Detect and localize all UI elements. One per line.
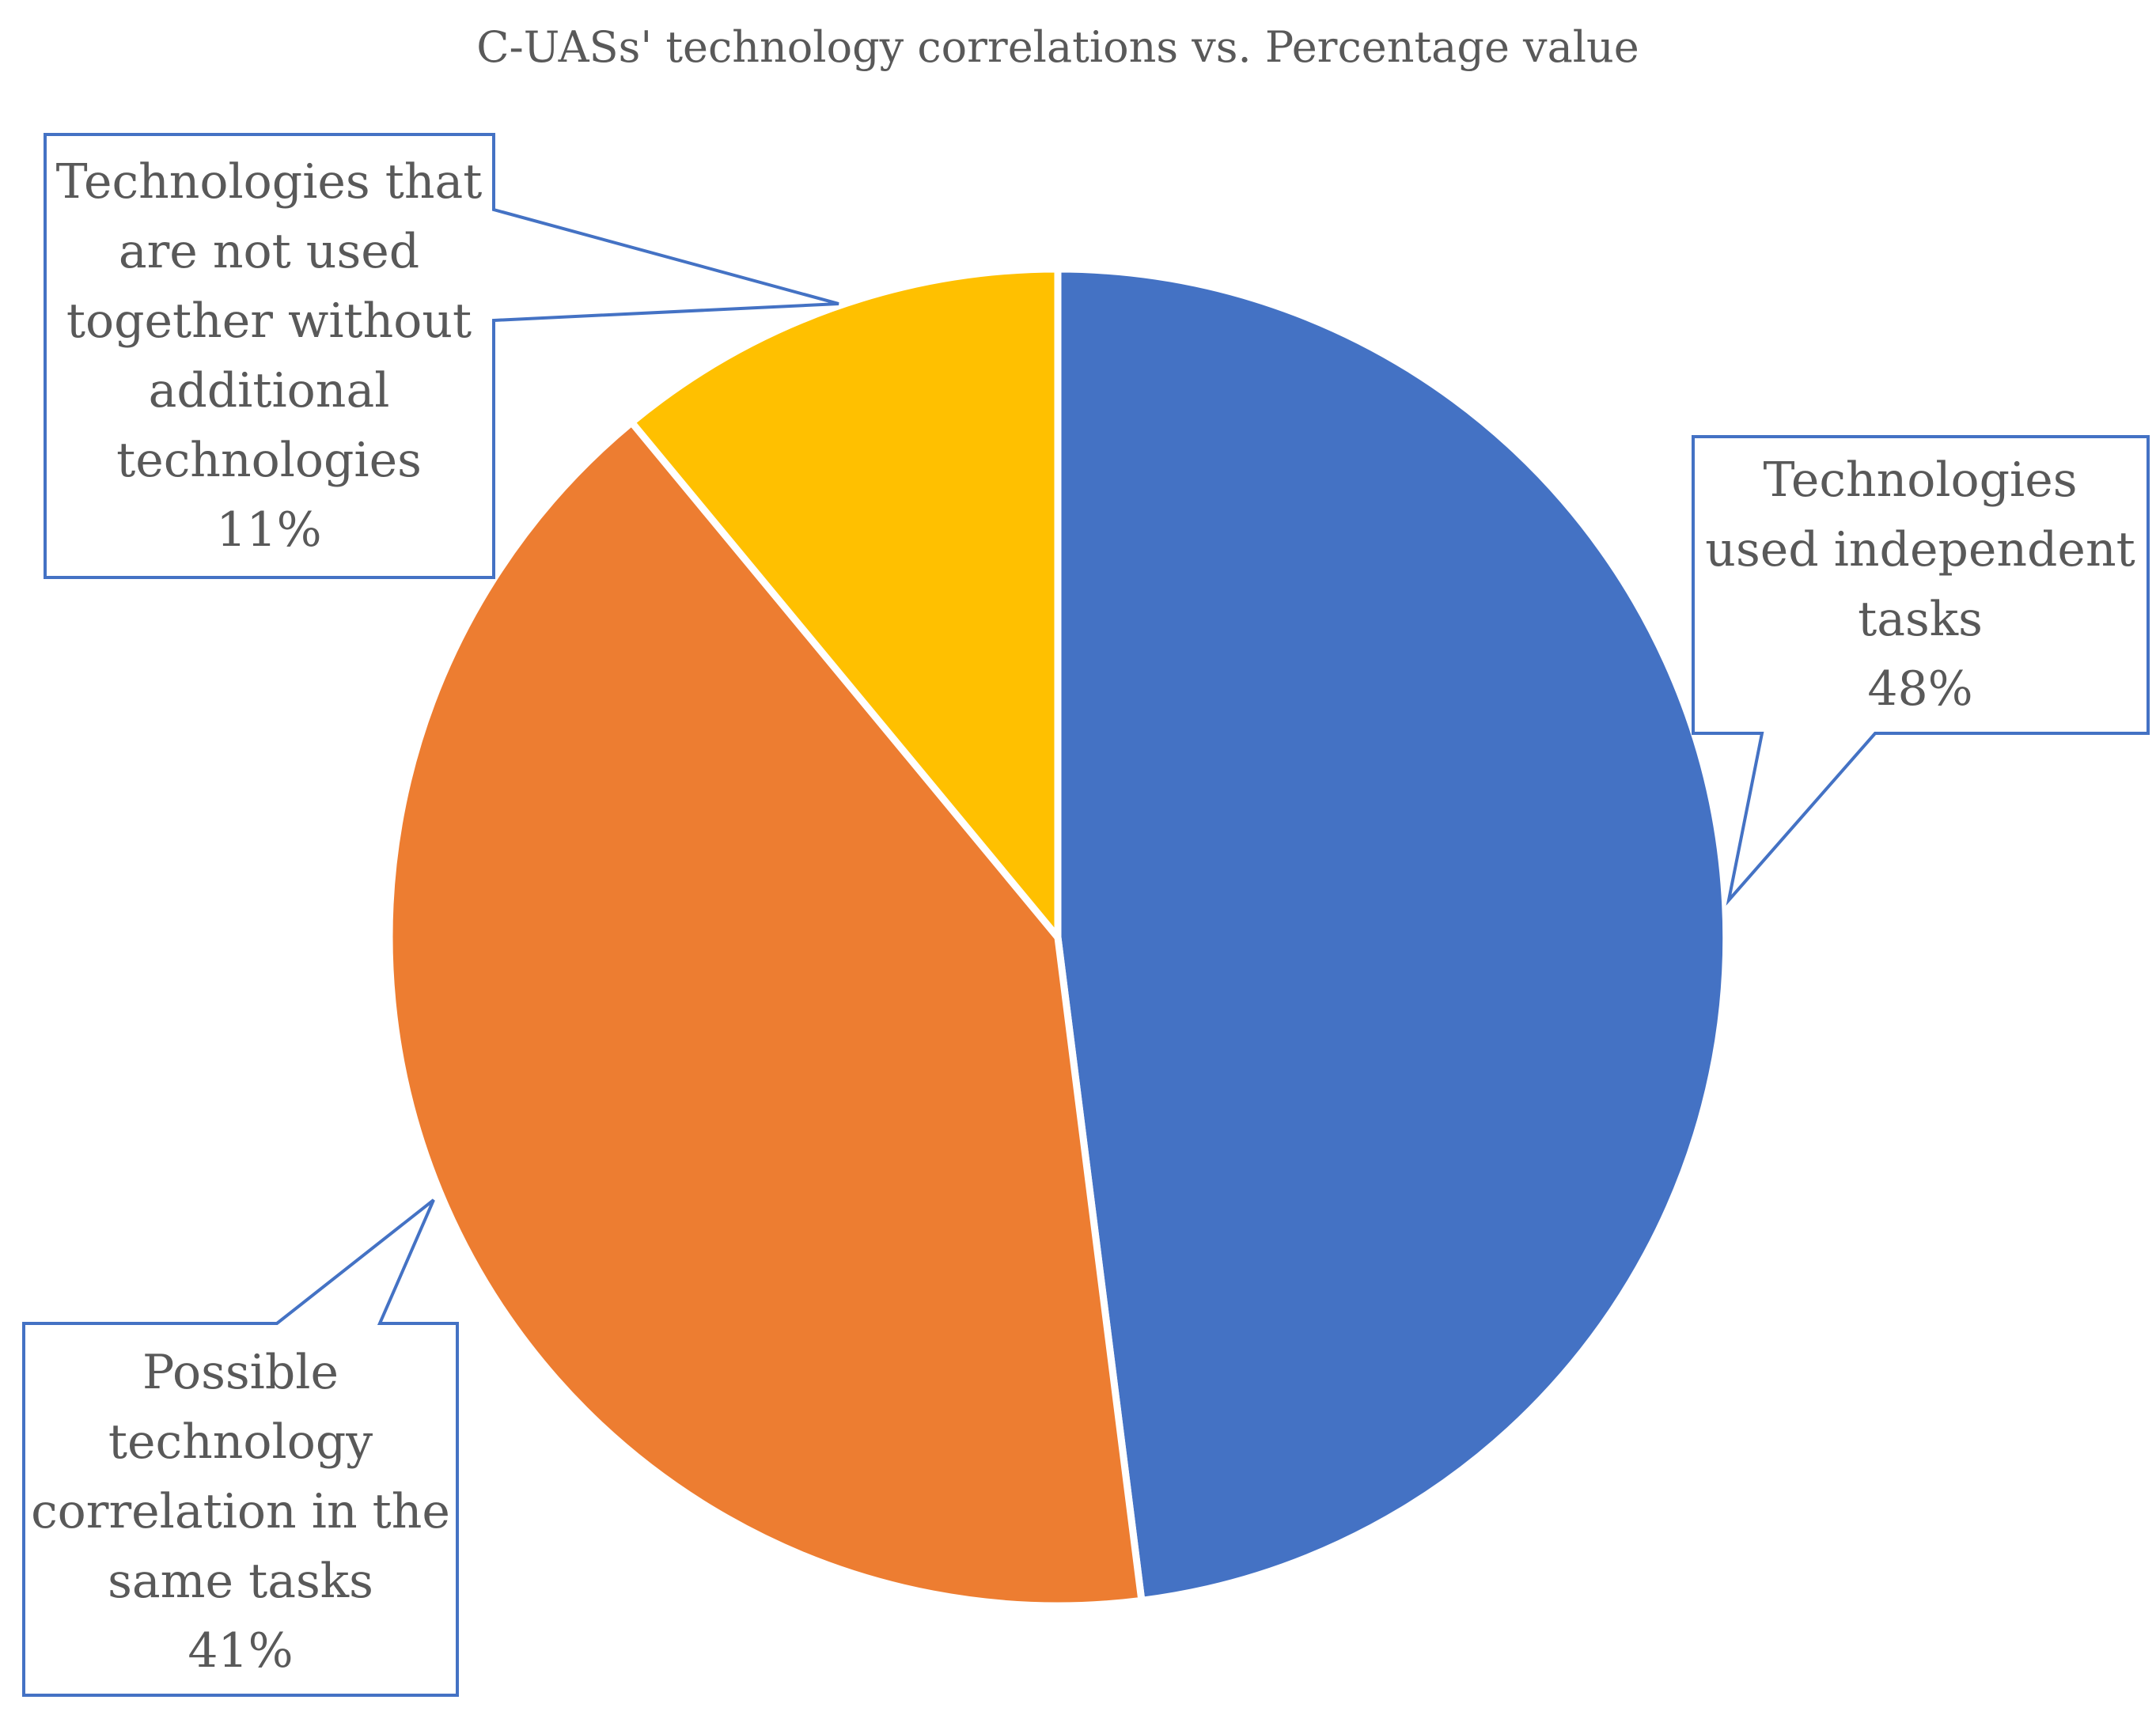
callout-box (44, 133, 839, 579)
callout-possible-correlation: Possible technology correlation in the same… (22, 1198, 459, 1697)
data-label-category-line: Technologies (1763, 452, 2077, 508)
chart-title: C-UASs' technology correlations vs. Perc… (476, 22, 1639, 72)
data-label-category-line: additional (149, 363, 390, 418)
callout-box (22, 1198, 459, 1697)
data-label-category-line: are not used (119, 224, 419, 279)
data-label-category-line: correlation in the (31, 1484, 450, 1539)
data-label-category-line: used independent (1705, 522, 2135, 577)
slice-possible-correlation (385, 418, 1146, 1610)
data-label-value: 41% (188, 1623, 293, 1679)
slice-technologies-independent (1054, 265, 1730, 1604)
data-label-category-line: Possible (142, 1345, 339, 1400)
data-label-category-line: tasks (1858, 592, 1983, 647)
callout-not-used-together: Technologies that are not used together wi… (44, 133, 839, 579)
data-label-callouts: Technologies used independent tasks 48% Poss… (22, 133, 2150, 1697)
callout-technologies-independent: Technologies used independent tasks 48% (1692, 435, 2150, 906)
data-label-value: 48% (1867, 661, 1972, 717)
pie-slices (385, 265, 1730, 1610)
callout-box (1692, 435, 2150, 906)
slice-not-used-together (627, 265, 1062, 941)
data-label-value: 11% (216, 502, 321, 558)
data-label-category-line: technologies (116, 433, 422, 488)
data-label-category-line: same tasks (108, 1554, 373, 1609)
data-label-category-line: Technologies that (56, 154, 483, 210)
data-label-category-line: technology (108, 1414, 373, 1470)
data-label-category-line: together without (66, 293, 472, 349)
